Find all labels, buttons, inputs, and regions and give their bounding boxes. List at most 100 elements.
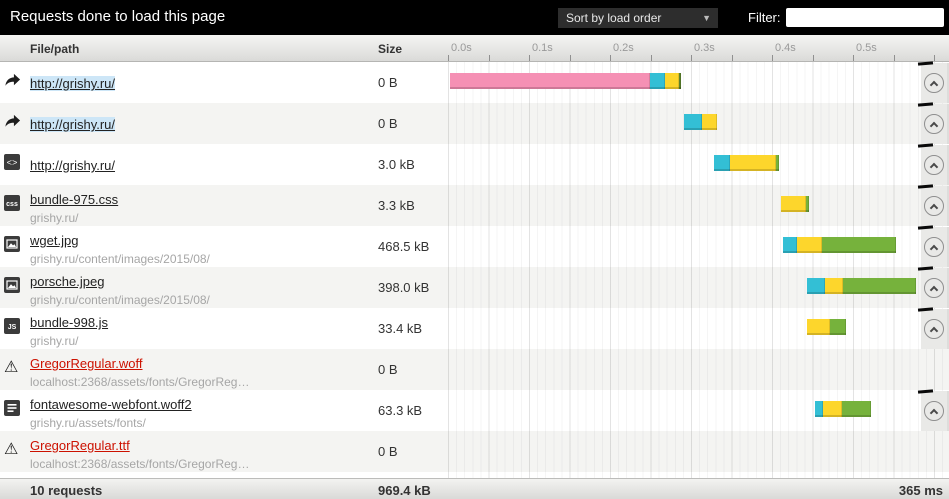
font-icon [4, 400, 22, 418]
request-path: grishy.ru/content/images/2015/08/ [30, 252, 210, 266]
waterfall-bar-segment-cyan [815, 401, 823, 417]
request-link[interactable]: GregorRegular.ttf [30, 438, 130, 453]
waterfall-track [448, 185, 949, 226]
chevron-up-icon [929, 121, 939, 131]
sort-dropdown[interactable]: Sort by load order ▼ [558, 8, 718, 28]
css-icon: css [4, 195, 22, 213]
waterfall-track [448, 308, 949, 349]
file-info: http://grishy.ru/ [30, 116, 116, 134]
row-expand-panel [917, 307, 949, 349]
chevron-up-icon [929, 408, 939, 418]
request-link[interactable]: wget.jpg [30, 233, 79, 248]
total-time: 365 ms [898, 483, 943, 498]
row-corner-mark [917, 266, 934, 271]
file-info: bundle-975.css grishy.ru/ [30, 191, 118, 225]
page-title: Requests done to load this page [10, 8, 226, 25]
expand-button[interactable] [924, 237, 944, 257]
request-path: grishy.ru/ [30, 211, 79, 225]
request-link[interactable]: http://grishy.ru/ [30, 76, 116, 91]
request-row[interactable]: ⚠ GregorRegular.ttf localhost:2368/assets/… [0, 431, 949, 472]
request-size: 3.0 kB [378, 157, 415, 172]
chevron-up-icon [929, 244, 939, 254]
row-expand-panel [917, 389, 949, 431]
request-size: 468.5 kB [378, 239, 430, 254]
expand-button[interactable] [924, 73, 944, 93]
timeline-tick-mark [569, 55, 571, 61]
waterfall-bar-segment-cyan [807, 278, 825, 294]
request-link[interactable]: http://grishy.ru/ [30, 158, 116, 173]
panel-header: Requests done to load this page Sort by … [0, 0, 949, 35]
filter-input[interactable] [786, 8, 944, 27]
row-expand-panel [917, 184, 949, 226]
waterfall-track [448, 390, 949, 431]
waterfall-bar-segment-green [806, 196, 809, 212]
request-link[interactable]: bundle-975.css [30, 192, 119, 207]
request-row[interactable]: JS bundle-998.js grishy.ru/33.4 kB [0, 307, 949, 349]
request-size: 398.0 kB [378, 280, 430, 295]
timeline-tick-mark [610, 55, 611, 61]
expand-button[interactable] [924, 319, 944, 339]
warning-icon: ⚠ [4, 359, 19, 376]
svg-text:css: css [6, 201, 18, 208]
column-size: Size [378, 42, 403, 56]
request-row[interactable]: fontawesome-webfont.woff2 grishy.ru/asset… [0, 389, 949, 431]
row-corner-mark [917, 184, 934, 189]
summary-footer: 10 requests 969.4 kB 365 ms [0, 478, 949, 499]
row-corner-mark [917, 307, 934, 312]
request-row[interactable]: <> http://grishy.ru/3.0 kB [0, 143, 949, 185]
request-link[interactable]: http://grishy.ru/ [30, 117, 116, 132]
timeline-tick-mark [731, 55, 733, 61]
timeline-tick-label: 0.5s [856, 42, 877, 54]
file-info: http://grishy.ru/ [30, 157, 115, 175]
expand-button[interactable] [924, 196, 944, 216]
timeline-tick-label: 0.2s [613, 42, 634, 54]
waterfall-bar-segment-yellow [781, 196, 806, 212]
waterfall-bar-segment-yellow [702, 114, 717, 130]
request-count: 10 requests [30, 483, 103, 498]
chevron-up-icon [929, 80, 939, 90]
request-link[interactable]: GregorRegular.woff [30, 356, 143, 371]
row-expand-panel [917, 102, 949, 144]
file-info: porsche.jpeg grishy.ru/content/images/201… [30, 273, 210, 307]
request-link[interactable]: porsche.jpeg [30, 274, 105, 289]
waterfall-bar-segment-green [822, 237, 896, 253]
expand-button[interactable] [924, 278, 944, 298]
request-path: grishy.ru/assets/fonts/ [30, 416, 146, 430]
timeline-tick-mark [691, 55, 692, 61]
row-expand-panel [917, 266, 949, 308]
request-link[interactable]: fontawesome-webfont.woff2 [30, 397, 192, 412]
waterfall-bar-segment-green [830, 319, 846, 335]
request-row[interactable]: http://grishy.ru/0 B [0, 61, 949, 103]
file-info: http://grishy.ru/ [30, 75, 116, 93]
request-path: localhost:2368/assets/fonts/GregorReg… [30, 457, 250, 471]
request-row[interactable]: porsche.jpeg grishy.ru/content/images/201… [0, 266, 949, 308]
row-corner-mark [917, 102, 934, 107]
timeline-tick-mark [772, 55, 773, 61]
request-row[interactable]: ⚠ GregorRegular.woff localhost:2368/assets… [0, 349, 949, 390]
column-file-path: File/path [30, 42, 80, 56]
waterfall-bar-segment-yellow [797, 237, 822, 253]
row-expand-panel [917, 143, 949, 185]
warning-icon: ⚠ [4, 441, 19, 458]
file-info: GregorRegular.woff localhost:2368/assets/… [30, 355, 249, 389]
chevron-up-icon [929, 203, 939, 213]
request-row[interactable]: wget.jpg grishy.ru/content/images/2015/08… [0, 225, 949, 267]
waterfall-bar-segment-yellow [665, 73, 679, 89]
request-row[interactable]: http://grishy.ru/0 B [0, 102, 949, 144]
expand-button[interactable] [924, 155, 944, 175]
total-size: 969.4 kB [378, 483, 431, 498]
svg-text:<>: <> [7, 159, 18, 169]
request-row[interactable]: css bundle-975.css grishy.ru/3.3 kB [0, 184, 949, 226]
request-size: 0 B [378, 362, 398, 377]
timeline-tick-label: 0.0s [451, 42, 472, 54]
chevron-up-icon [929, 326, 939, 336]
row-corner-mark [917, 61, 934, 66]
expand-button[interactable] [924, 114, 944, 134]
timeline-tick-label: 0.4s [775, 42, 796, 54]
expand-button[interactable] [924, 401, 944, 421]
timeline-tick-label: 0.1s [532, 42, 553, 54]
row-corner-mark [917, 143, 934, 148]
timeline-tick-mark [448, 55, 449, 61]
request-link[interactable]: bundle-998.js [30, 315, 109, 330]
